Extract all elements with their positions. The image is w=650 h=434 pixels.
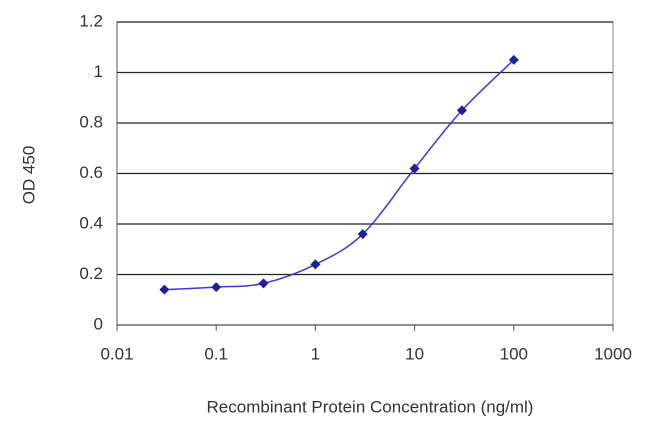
x-tick-label: 100 (500, 344, 528, 363)
y-axis-label: OD 450 (19, 146, 38, 205)
x-tick-label: 0.01 (100, 344, 133, 363)
x-tick-label: 10 (405, 344, 424, 363)
y-tick-label: 1.2 (79, 11, 103, 30)
y-tick-label: 0.2 (79, 264, 103, 283)
data-point (310, 259, 321, 270)
y-tick-label: 0.8 (79, 112, 103, 131)
data-point (409, 163, 420, 174)
x-tick-label: 0.1 (204, 344, 228, 363)
y-tick-label: 0.4 (79, 213, 103, 232)
x-axis-label: Recombinant Protein Concentration (ng/ml… (207, 397, 534, 416)
x-tick-label: 1 (311, 344, 320, 363)
y-tick-label: 0.6 (79, 163, 103, 182)
y-tick-label: 0 (94, 314, 103, 333)
y-tick-label: 1 (94, 62, 103, 81)
data-point (456, 105, 467, 116)
data-point (357, 229, 368, 240)
data-point (211, 282, 222, 293)
data-point (508, 54, 519, 65)
data-point (159, 284, 170, 295)
x-tick-label: 1000 (594, 344, 632, 363)
data-point (258, 278, 269, 289)
